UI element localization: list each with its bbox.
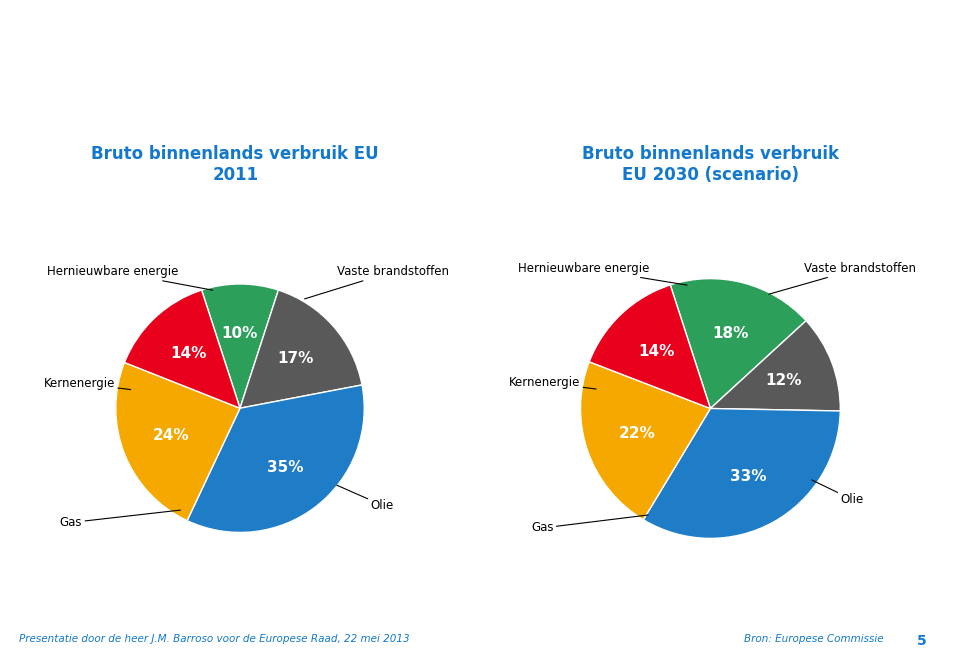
- Text: Kernenergie: Kernenergie: [44, 377, 131, 390]
- Wedge shape: [589, 285, 710, 409]
- Text: Vaste brandstoffen: Vaste brandstoffen: [304, 265, 449, 299]
- Text: 17%: 17%: [277, 352, 314, 366]
- Text: 24%: 24%: [153, 428, 189, 443]
- Wedge shape: [116, 362, 240, 521]
- Text: Gas: Gas: [60, 510, 180, 529]
- Wedge shape: [670, 279, 806, 409]
- Text: Kernenergie: Kernenergie: [509, 376, 596, 389]
- Wedge shape: [125, 290, 240, 408]
- Text: Gas: Gas: [531, 515, 648, 535]
- Text: 5: 5: [917, 634, 926, 648]
- Text: Presentatie door de heer J.M. Barroso voor de Europese Raad, 22 mei 2013: Presentatie door de heer J.M. Barroso vo…: [19, 634, 410, 644]
- Text: Bruto binnenlands verbruik
EU 2030 (scenario): Bruto binnenlands verbruik EU 2030 (scen…: [582, 145, 839, 184]
- Text: Bruto binnenlands verbruik EU
2011: Bruto binnenlands verbruik EU 2011: [91, 145, 379, 184]
- Text: Olie: Olie: [812, 480, 864, 506]
- Wedge shape: [240, 290, 362, 408]
- Text: 12%: 12%: [765, 373, 802, 389]
- Wedge shape: [581, 362, 710, 520]
- Wedge shape: [643, 409, 840, 539]
- Text: 33%: 33%: [730, 469, 766, 484]
- Wedge shape: [710, 321, 840, 411]
- Text: Olie: Olie: [337, 485, 394, 512]
- Text: Bron: Europese Commissie: Bron: Europese Commissie: [744, 634, 883, 644]
- Text: 35%: 35%: [268, 460, 304, 474]
- Text: 10%: 10%: [222, 326, 258, 341]
- Text: Hernieuwbare energie: Hernieuwbare energie: [47, 265, 213, 290]
- Text: Hernieuwbare energie: Hernieuwbare energie: [518, 262, 687, 285]
- Text: 14%: 14%: [171, 346, 207, 361]
- Text: Vaste brandstoffen: Vaste brandstoffen: [769, 262, 916, 294]
- Text: 18%: 18%: [712, 326, 749, 340]
- Text: Onze energiemix ontwikkelt zich verder: Onze energiemix ontwikkelt zich verder: [29, 66, 683, 94]
- Wedge shape: [202, 284, 278, 408]
- Text: 14%: 14%: [638, 344, 675, 359]
- Text: 22%: 22%: [618, 426, 655, 442]
- Wedge shape: [187, 385, 364, 533]
